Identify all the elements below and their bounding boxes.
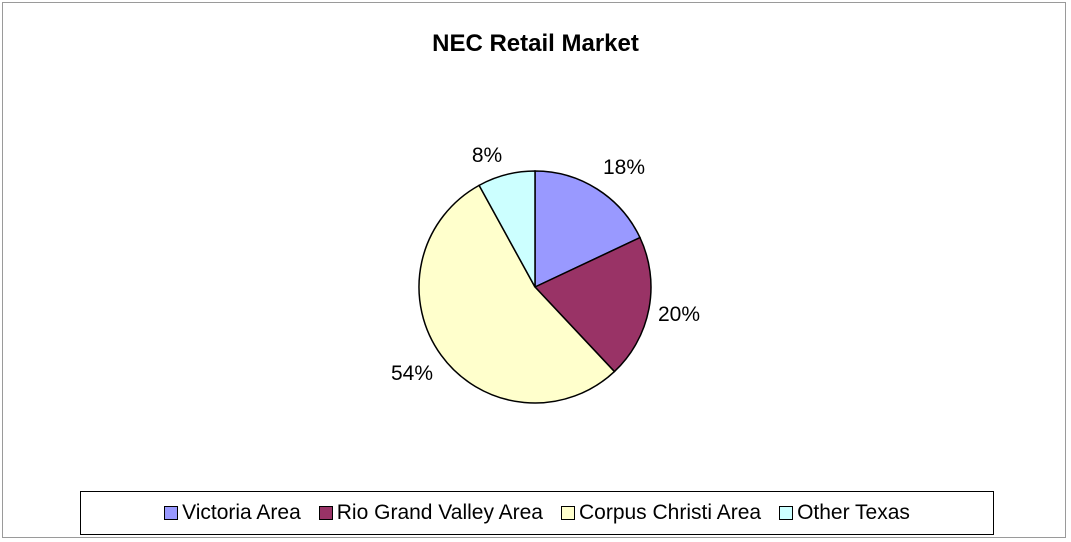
pie-labels: 18% 20% 54% 8% — [391, 144, 700, 385]
legend: Victoria Area Rio Grand Valley Area Corp… — [80, 491, 994, 535]
pie-slice-victoria-area — [534, 170, 641, 289]
legend-swatch-rio-grand-valley-area — [318, 506, 333, 520]
legend-item-corpus-christi-area: Corpus Christi Area — [560, 501, 762, 525]
legend-swatch-other-texas — [779, 506, 794, 520]
chart-title: NEC Retail Market — [432, 30, 639, 57]
pie-label-corpus-christi-area: 54% — [391, 362, 433, 385]
pie-slice-other-texas — [478, 170, 536, 288]
pie-label-victoria-area: 18% — [603, 156, 645, 179]
legend-swatch-victoria-area — [164, 506, 179, 520]
legend-label-victoria-area: Victoria Area — [182, 501, 301, 524]
pie-slice-rio-grand-valley-area — [533, 236, 652, 373]
pie-label-other-texas: 8% — [472, 144, 502, 167]
legend-item-other-texas: Other Texas — [779, 501, 910, 525]
legend-item-rio-grand-valley-area: Rio Grand Valley Area — [318, 501, 543, 525]
pie-slices — [418, 170, 652, 404]
legend-label-rio-grand-valley-area: Rio Grand Valley Area — [336, 501, 543, 524]
legend-swatch-corpus-christi-area — [560, 506, 575, 520]
legend-label-corpus-christi-area: Corpus Christi Area — [578, 501, 762, 524]
legend-label-other-texas: Other Texas — [797, 501, 910, 524]
pie-label-rio-grand-valley-area: 20% — [658, 303, 700, 326]
legend-item-victoria-area: Victoria Area — [164, 501, 301, 525]
pie-slice-corpus-christi-area — [418, 184, 616, 404]
